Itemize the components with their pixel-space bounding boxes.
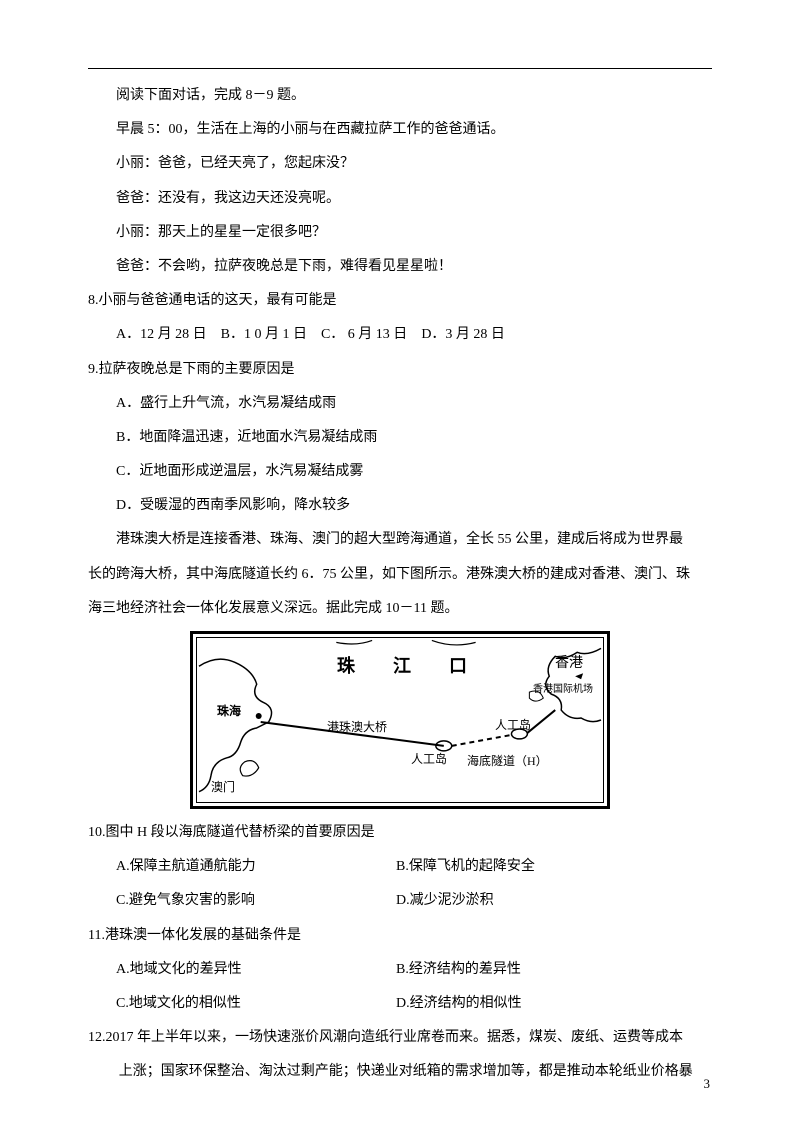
dialogue-line: 小丽：爸爸，已经天亮了，您起床没？ xyxy=(88,148,712,180)
dialogue-line: 爸爸：还没有，我这边天还没亮呢。 xyxy=(88,183,712,215)
intro-8-9: 阅读下面对话，完成 8－9 题。 xyxy=(88,80,712,112)
question-11-row1: A.地域文化的差异性 B.经济结构的差异性 xyxy=(88,954,712,986)
dialogue-line: 小丽：那天上的星星一定很多吧？ xyxy=(88,217,712,249)
question-11-row2: C.地域文化的相似性 D.经济结构的相似性 xyxy=(88,988,712,1020)
question-10-row2: C.避免气象灾害的影响 D.减少泥沙淤积 xyxy=(88,885,712,917)
option-d: D.经济结构的相似性 xyxy=(396,988,522,1020)
label-zhuhai: 珠海 xyxy=(217,702,241,719)
option-b: B.保障飞机的起降安全 xyxy=(396,851,535,883)
question-8-options: A．12 月 28 日 B．1 0 月 1 日 C． 6 月 13 日 D．3 … xyxy=(88,319,712,351)
option-d: D．3 月 28 日 xyxy=(421,327,505,342)
option-d: D.减少泥沙淤积 xyxy=(396,885,494,917)
question-12: 12.2017 年上半年以来，一场快速涨价风潮向造纸行业席卷而来。据悉，煤炭、废… xyxy=(88,1022,712,1054)
label-hongkong: 香港 xyxy=(555,652,583,672)
option-a: A.保障主航道通航能力 xyxy=(116,851,396,883)
option-a: A．盛行上升气流，水汽易凝结成雨 xyxy=(88,388,712,420)
option-b: B．1 0 月 1 日 xyxy=(221,327,307,342)
option-c: C． 6 月 13 日 xyxy=(321,327,407,342)
option-c: C.避免气象灾害的影响 xyxy=(116,885,396,917)
passage-line: 海三地经济社会一体化发展意义深远。据此完成 10－11 题。 xyxy=(88,593,712,625)
question-10-row1: A.保障主航道通航能力 B.保障飞机的起降安全 xyxy=(88,851,712,883)
passage-line: 长的跨海大桥，其中海底隧道长约 6．75 公里，如下图所示。港殊澳大桥的建成对香… xyxy=(88,559,712,591)
question-9: 9.拉萨夜晚总是下雨的主要原因是 xyxy=(88,354,712,386)
dialogue-line: 早晨 5：00，生活在上海的小丽与在西藏拉萨工作的爸爸通话。 xyxy=(88,114,712,146)
page-number: 3 xyxy=(704,1076,711,1092)
map-inner: 珠 江 口 珠海 澳门 港珠澳大桥 人工岛 人工岛 海底隧道（H） 香港 香港国… xyxy=(196,637,604,803)
option-c: C．近地面形成逆温层，水汽易凝结成雾 xyxy=(88,456,712,488)
option-a: A.地域文化的差异性 xyxy=(116,954,396,986)
option-a: A．12 月 28 日 xyxy=(116,327,207,342)
label-tunnel: 海底隧道（H） xyxy=(467,752,548,769)
question-8: 8.小丽与爸爸通电话的这天，最有可能是 xyxy=(88,285,712,317)
option-d: D．受暖湿的西南季风影响，降水较多 xyxy=(88,490,712,522)
dialogue-line: 爸爸：不会哟，拉萨夜晚总是下雨，难得看见星星啦！ xyxy=(88,251,712,283)
map-title: 珠 江 口 xyxy=(337,652,477,678)
question-12-line2: 上涨；国家环保整治、淘汰过剩产能；快递业对纸箱的需求增加等，都是推动本轮纸业价格… xyxy=(88,1056,712,1088)
label-airport: 香港国际机场 xyxy=(533,680,593,695)
passage-line: 港珠澳大桥是连接香港、珠海、澳门的超大型跨海通道，全长 55 公里，建成后将成为… xyxy=(88,524,712,556)
top-rule xyxy=(88,68,712,69)
option-b: B.经济结构的差异性 xyxy=(396,954,521,986)
document-page: 阅读下面对话，完成 8－9 题。 早晨 5：00，生活在上海的小丽与在西藏拉萨工… xyxy=(0,0,800,1089)
question-11: 11.港珠澳一体化发展的基础条件是 xyxy=(88,920,712,952)
label-island1: 人工岛 xyxy=(411,750,447,767)
label-aomen: 澳门 xyxy=(211,778,235,795)
label-island2: 人工岛 xyxy=(495,716,531,733)
map-figure: 珠 江 口 珠海 澳门 港珠澳大桥 人工岛 人工岛 海底隧道（H） 香港 香港国… xyxy=(190,631,610,809)
option-c: C.地域文化的相似性 xyxy=(116,988,396,1020)
question-10: 10.图中 H 段以海底隧道代替桥梁的首要原因是 xyxy=(88,817,712,849)
option-b: B．地面降温迅速，近地面水汽易凝结成雨 xyxy=(88,422,712,454)
label-bridge: 港珠澳大桥 xyxy=(327,718,387,735)
